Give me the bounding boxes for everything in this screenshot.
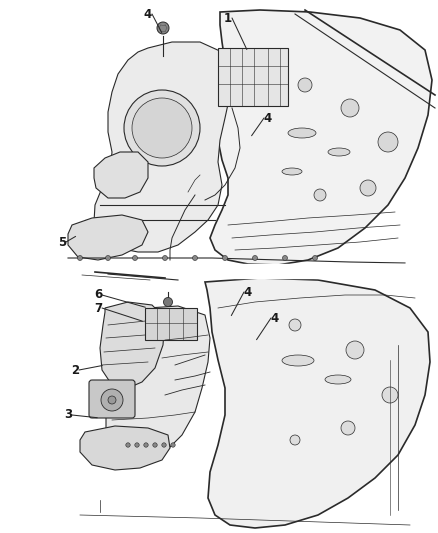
Text: 7: 7 (94, 302, 102, 314)
Polygon shape (210, 10, 432, 265)
Circle shape (132, 98, 192, 158)
Circle shape (289, 319, 301, 331)
Circle shape (106, 255, 110, 261)
Circle shape (378, 132, 398, 152)
Circle shape (223, 255, 227, 261)
Circle shape (101, 389, 123, 411)
Text: 4: 4 (271, 311, 279, 325)
Bar (218, 48, 288, 106)
Circle shape (360, 180, 376, 196)
Ellipse shape (328, 148, 350, 156)
Circle shape (171, 443, 175, 447)
Text: 4: 4 (144, 7, 152, 20)
Ellipse shape (288, 128, 316, 138)
Circle shape (162, 443, 166, 447)
Ellipse shape (282, 355, 314, 366)
Circle shape (283, 255, 287, 261)
Circle shape (382, 387, 398, 403)
Circle shape (108, 396, 116, 404)
Circle shape (133, 255, 138, 261)
Circle shape (290, 435, 300, 445)
Polygon shape (205, 278, 430, 528)
Circle shape (124, 90, 200, 166)
Circle shape (162, 255, 167, 261)
Circle shape (135, 443, 139, 447)
Circle shape (252, 255, 258, 261)
Text: 2: 2 (71, 364, 79, 376)
Polygon shape (106, 306, 210, 460)
Circle shape (341, 99, 359, 117)
Circle shape (78, 255, 82, 261)
Polygon shape (80, 426, 170, 470)
Text: 5: 5 (58, 236, 66, 248)
Polygon shape (94, 152, 148, 198)
Text: 6: 6 (94, 288, 102, 302)
FancyBboxPatch shape (89, 380, 135, 418)
Circle shape (153, 443, 157, 447)
Circle shape (192, 255, 198, 261)
Text: 1: 1 (224, 12, 232, 25)
Text: 3: 3 (64, 408, 72, 422)
Circle shape (346, 341, 364, 359)
Circle shape (163, 297, 173, 306)
Polygon shape (94, 42, 232, 252)
Circle shape (126, 443, 130, 447)
Circle shape (298, 78, 312, 92)
Polygon shape (100, 302, 165, 388)
Circle shape (144, 443, 148, 447)
Ellipse shape (282, 168, 302, 175)
Polygon shape (68, 215, 148, 260)
Ellipse shape (325, 375, 351, 384)
Circle shape (157, 22, 169, 34)
Text: 4: 4 (244, 286, 252, 298)
Text: 4: 4 (264, 111, 272, 125)
Circle shape (314, 189, 326, 201)
Circle shape (312, 255, 318, 261)
Bar (145, 308, 197, 340)
Circle shape (341, 421, 355, 435)
